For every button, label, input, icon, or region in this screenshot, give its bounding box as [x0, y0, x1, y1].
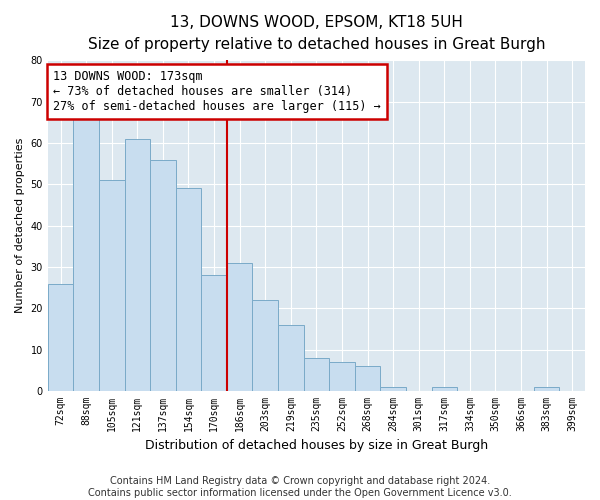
- Bar: [431, 387, 457, 391]
- Title: 13, DOWNS WOOD, EPSOM, KT18 5UH
Size of property relative to detached houses in : 13, DOWNS WOOD, EPSOM, KT18 5UH Size of …: [88, 15, 545, 52]
- X-axis label: Distribution of detached houses by size in Great Burgh: Distribution of detached houses by size …: [145, 440, 488, 452]
- Y-axis label: Number of detached properties: Number of detached properties: [15, 138, 25, 314]
- Bar: [176, 188, 201, 391]
- Bar: [278, 325, 304, 391]
- Bar: [150, 160, 176, 391]
- Bar: [253, 300, 278, 391]
- Bar: [304, 358, 329, 391]
- Bar: [73, 118, 99, 391]
- Bar: [48, 284, 73, 391]
- Text: Contains HM Land Registry data © Crown copyright and database right 2024.
Contai: Contains HM Land Registry data © Crown c…: [88, 476, 512, 498]
- Bar: [201, 276, 227, 391]
- Bar: [355, 366, 380, 391]
- Bar: [329, 362, 355, 391]
- Bar: [99, 180, 125, 391]
- Bar: [125, 139, 150, 391]
- Bar: [227, 263, 253, 391]
- Bar: [534, 387, 559, 391]
- Bar: [380, 387, 406, 391]
- Text: 13 DOWNS WOOD: 173sqm
← 73% of detached houses are smaller (314)
27% of semi-det: 13 DOWNS WOOD: 173sqm ← 73% of detached …: [53, 70, 381, 113]
